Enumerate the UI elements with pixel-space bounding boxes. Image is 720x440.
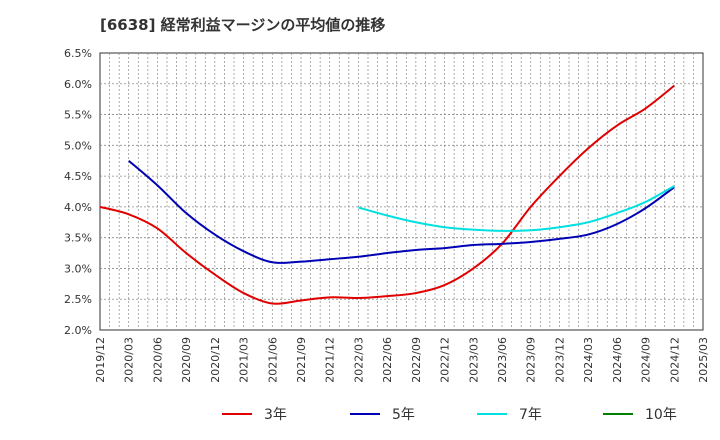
x-tick-label: 2020/03 (123, 337, 136, 383)
x-tick-label: 2022/06 (381, 337, 394, 383)
x-tick-label: 2023/12 (553, 337, 566, 383)
x-tick-label: 2024/12 (668, 337, 681, 383)
x-tick-label: 2023/06 (496, 337, 509, 383)
chart-title: [6638] 経常利益マージンの平均値の推移 (100, 16, 386, 34)
series-line-2 (358, 185, 675, 232)
legend-label-2: 7年 (519, 407, 542, 423)
legend-label-0: 3年 (264, 407, 287, 423)
y-tick-label: 2.5% (64, 293, 92, 306)
series-line-1 (128, 159, 675, 265)
x-tick-label: 2022/09 (410, 337, 423, 383)
series-line-0 (99, 84, 675, 305)
x-tick-label: 2024/09 (640, 337, 653, 383)
x-tick-label: 2021/03 (238, 337, 251, 383)
y-tick-label: 2.0% (64, 324, 92, 337)
x-tick-label: 2022/03 (352, 337, 365, 383)
y-tick-label: 3.0% (64, 262, 92, 275)
x-tick-label: 2020/06 (151, 337, 164, 383)
y-tick-label: 5.5% (64, 109, 92, 122)
plot-area (99, 52, 704, 331)
legend-label-3: 10年 (645, 407, 677, 423)
x-tick-label: 2022/12 (439, 337, 452, 383)
x-tick-label: 2020/12 (209, 337, 222, 383)
x-tick-label: 2025/03 (697, 337, 710, 383)
x-tick-label: 2020/09 (180, 337, 193, 383)
y-tick-label: 3.5% (64, 232, 92, 245)
x-tick-label: 2019/12 (94, 337, 107, 383)
y-tick-label: 6.0% (64, 78, 92, 91)
x-tick-label: 2023/09 (525, 337, 538, 383)
x-tick-label: 2023/03 (467, 337, 480, 383)
x-tick-label: 2021/06 (266, 337, 279, 383)
y-tick-label: 5.0% (64, 139, 92, 152)
x-tick-label: 2021/12 (324, 337, 337, 383)
y-tick-label: 4.0% (64, 201, 92, 214)
x-tick-label: 2021/09 (295, 337, 308, 383)
y-tick-label: 4.5% (64, 170, 92, 183)
x-tick-label: 2024/03 (582, 337, 595, 383)
x-tick-label: 2024/06 (611, 337, 624, 383)
y-tick-label: 6.5% (64, 47, 92, 60)
legend-label-1: 5年 (392, 407, 415, 423)
